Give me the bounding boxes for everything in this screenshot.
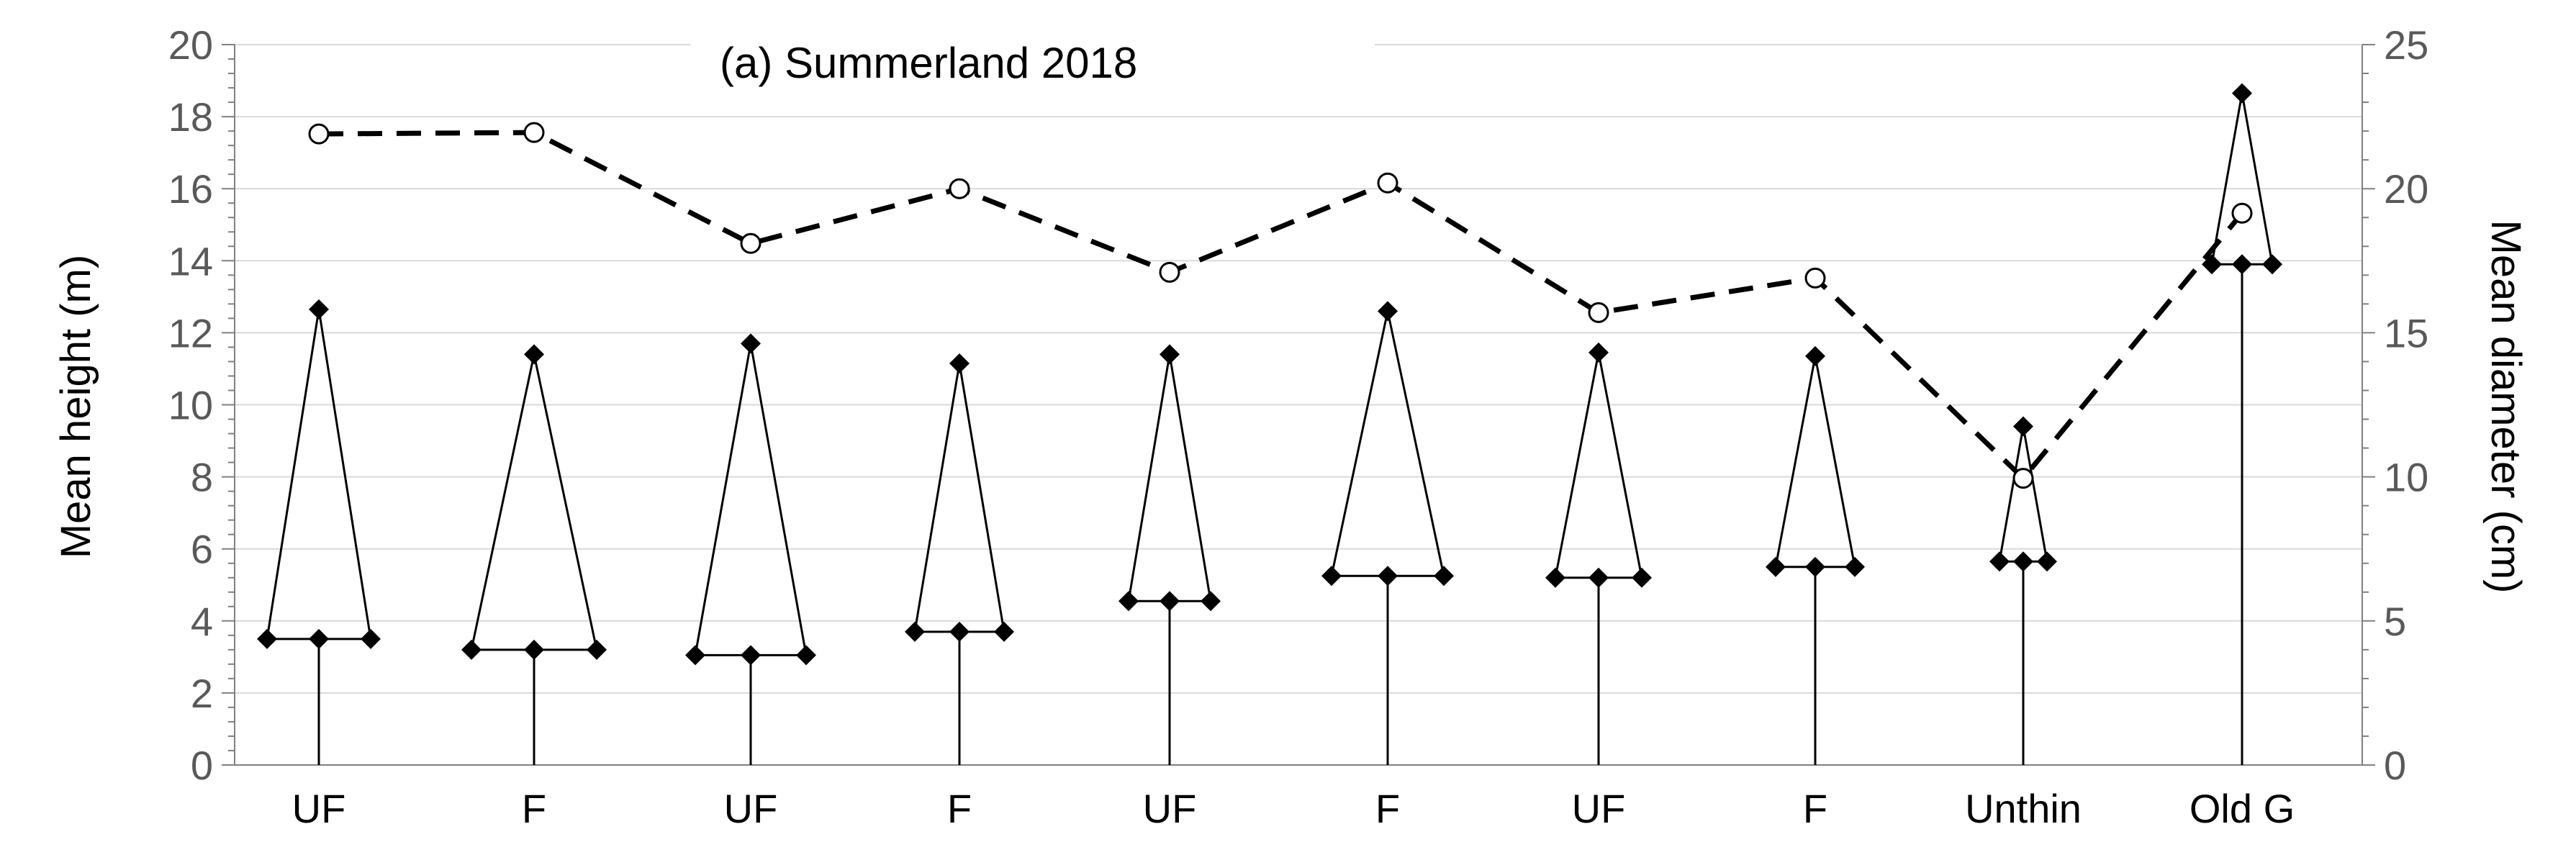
crown-base-marker [949, 621, 970, 642]
apex-height-marker [1805, 345, 1825, 366]
y-right-tick-label: 0 [2384, 743, 2406, 788]
y-right-tick-label: 25 [2384, 22, 2428, 68]
crown-base-marker [1805, 556, 1825, 577]
diameter-point [308, 123, 330, 145]
apex-height-marker [1378, 301, 1398, 322]
crown-base-marker [2013, 551, 2033, 572]
apex-height-marker [1160, 344, 1180, 365]
y-right-tick-label: 20 [2384, 166, 2428, 212]
tree-crown-triangle [1127, 354, 1212, 602]
diameter-point [949, 178, 970, 199]
y-left-tick-label: 0 [191, 743, 213, 788]
y-left-tick-label: 8 [191, 455, 213, 500]
tick-labels: 0 2 4 6 8 10 12 14 16 18 20 0 5 10 15 20 25 UF F UF F UF F UF F U… [168, 22, 2429, 831]
crown-right-marker [1434, 566, 1454, 587]
tree-crown-triangle [1774, 356, 1856, 569]
crown-base-marker [524, 639, 544, 660]
diameter-point [1588, 302, 1609, 323]
crown-left-marker [905, 621, 925, 642]
apex-height-marker [2232, 83, 2252, 104]
crown-right-marker [2037, 551, 2057, 572]
x-category-label: UF [1572, 786, 1626, 831]
crown-base-marker [1378, 566, 1398, 587]
chart-title-background [691, 29, 1375, 101]
tree-crown-triangle [694, 343, 808, 656]
crown-left-marker [461, 639, 482, 660]
chart-title: (a) Summerland 2018 [720, 39, 1137, 87]
tree-crown-triangle [913, 363, 1005, 633]
tree-crown-triangle [470, 354, 598, 651]
axes [222, 44, 2375, 766]
x-category-label: Unthin [1965, 786, 2082, 831]
crown-right-marker [1845, 556, 1865, 577]
crown-base-marker [309, 628, 329, 649]
apex-height-marker [741, 333, 761, 354]
y-left-tick-label: 2 [191, 671, 213, 716]
crown-base-marker [1160, 591, 1180, 612]
diameter-point [2231, 202, 2253, 224]
apex-height-marker [949, 353, 970, 374]
crown-left-marker [1118, 591, 1139, 612]
diameter-line [318, 130, 2244, 482]
crown-right-marker [796, 645, 816, 666]
crown-right-marker [587, 639, 607, 660]
diameter-point [740, 232, 761, 254]
chart-marks [257, 83, 2282, 765]
y-left-tick-label: 12 [168, 310, 213, 356]
diameter-point [1804, 267, 1826, 289]
y-right-tick-label: 5 [2384, 599, 2406, 644]
x-category-label: UF [1143, 786, 1197, 831]
x-category-label: F [1375, 786, 1400, 831]
apex-height-marker [1588, 342, 1609, 363]
apex-height-marker [309, 299, 329, 320]
tree-crown-triangle [266, 309, 372, 641]
x-category-label: UF [292, 786, 346, 831]
crown-left-marker [1321, 566, 1342, 587]
y-axis-right-title: Mean diameter (cm) [2482, 220, 2529, 594]
crown-left-marker [685, 645, 705, 666]
diameter-point [2012, 468, 2034, 489]
y-left-tick-label: 10 [168, 383, 213, 428]
x-category-label: F [947, 786, 972, 831]
crown-left-marker [257, 628, 277, 649]
y-right-tick-label: 15 [2384, 310, 2428, 356]
crown-right-marker [994, 621, 1014, 642]
x-category-label: F [522, 786, 546, 831]
crown-left-marker [1989, 551, 2010, 572]
diameter-point [1159, 261, 1180, 283]
y-left-tick-label: 18 [168, 94, 213, 140]
crown-right-marker [1201, 591, 1221, 612]
x-category-label: UF [724, 786, 778, 831]
y-left-tick-label: 20 [168, 22, 213, 68]
crown-left-marker [1545, 567, 1565, 588]
tree-crown-triangle [1554, 352, 1643, 579]
y-right-tick-label: 10 [2384, 455, 2428, 500]
crown-base-marker [2232, 254, 2252, 275]
y-left-tick-label: 16 [168, 166, 213, 212]
x-category-label: F [1803, 786, 1827, 831]
crown-right-marker [1632, 567, 1652, 588]
crown-right-marker [2262, 254, 2282, 275]
y-left-tick-label: 4 [191, 599, 213, 644]
tree-crown-triangle [1998, 426, 2048, 563]
apex-height-marker [524, 344, 544, 365]
y-axis-left-title: Mean height (m) [53, 255, 99, 558]
y-left-tick-label: 14 [168, 238, 213, 284]
tree-crown-triangle [1330, 311, 1445, 577]
crown-left-marker [1766, 556, 1786, 577]
crown-base-marker [1588, 567, 1609, 588]
x-category-label: Old G [2189, 786, 2295, 831]
y-left-tick-label: 6 [191, 527, 213, 572]
apex-height-marker [2013, 416, 2033, 437]
diameter-point [523, 122, 545, 143]
crown-right-marker [361, 628, 381, 649]
crown-base-marker [741, 645, 761, 666]
grid-lines [235, 44, 2362, 694]
tree-crown-triangle [2210, 93, 2274, 266]
diameter-point [1377, 172, 1398, 194]
